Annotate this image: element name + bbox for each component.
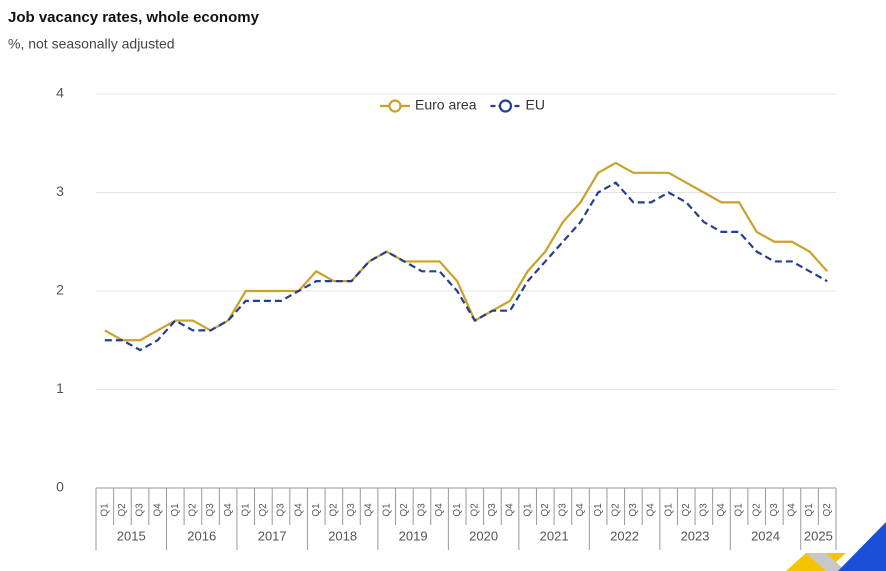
chart-subtitle: %, not seasonally adjusted [8, 36, 175, 52]
x-tick-label: Q3 [558, 503, 569, 517]
x-tick-label: Q2 [540, 503, 551, 517]
x-tick-label: Q3 [205, 503, 216, 517]
x-group-label: 2024 [751, 528, 780, 543]
x-tick-label: Q2 [751, 503, 762, 517]
x-tick-label: Q4 [293, 503, 304, 517]
legend-marker [498, 99, 513, 113]
x-tick-label: Q1 [240, 503, 251, 517]
x-tick-label: Q2 [188, 503, 199, 517]
x-tick-label: Q1 [522, 503, 533, 517]
x-group-label: 2022 [610, 528, 639, 543]
x-group-label: 2025 [804, 528, 833, 543]
x-group-label: 2019 [399, 528, 428, 543]
x-tick-label: Q3 [698, 503, 709, 517]
x-tick-label: Q1 [170, 503, 181, 517]
x-tick-label: Q2 [399, 503, 410, 517]
x-tick-label: Q4 [364, 503, 375, 517]
legend: Euro area EU [380, 97, 545, 113]
x-tick-label: Q4 [223, 503, 234, 517]
logo [786, 522, 886, 571]
x-tick-label: Q2 [469, 503, 480, 517]
x-tick-label: Q4 [646, 503, 657, 517]
x-tick-label: Q2 [681, 503, 692, 517]
x-tick-label: Q1 [593, 503, 604, 517]
x-group-label: 2020 [469, 528, 498, 543]
x-tick-label: Q2 [117, 503, 128, 517]
x-group-label: 2016 [187, 528, 216, 543]
x-tick-label: Q1 [99, 503, 110, 517]
x-tick-label: Q1 [804, 503, 815, 517]
x-tick-label: Q4 [505, 503, 516, 517]
x-tick-label: Q3 [276, 503, 287, 517]
y-tick-label: 0 [56, 479, 64, 495]
legend-label: Euro area [415, 97, 477, 113]
chart-title: Job vacancy rates, whole economy [8, 9, 260, 26]
x-tick-label: Q3 [417, 503, 428, 517]
x-tick-label: Q3 [135, 503, 146, 517]
x-group-label: 2021 [540, 528, 569, 543]
x-tick-label: Q3 [769, 503, 780, 517]
y-tick-label: 1 [56, 380, 64, 396]
x-tick-label: Q1 [452, 503, 463, 517]
y-tick-label: 3 [56, 183, 64, 199]
x-group-label: 2023 [681, 528, 710, 543]
series-line [104, 161, 829, 342]
y-tick-label: 4 [56, 85, 64, 101]
x-tick-label: Q1 [734, 503, 745, 517]
x-tick-label: Q4 [575, 503, 586, 517]
x-tick-label: Q2 [328, 503, 339, 517]
x-group-label: 2015 [117, 528, 146, 543]
legend-label: EU [525, 97, 544, 113]
x-tick-label: Q3 [346, 503, 357, 517]
x-tick-label: Q4 [152, 503, 163, 517]
x-tick-label: Q4 [434, 503, 445, 517]
legend-marker [388, 99, 402, 113]
x-tick-label: Q2 [258, 503, 269, 517]
y-tick-label: 2 [56, 282, 64, 298]
x-tick-label: Q4 [716, 503, 727, 517]
x-tick-label: Q2 [822, 503, 833, 517]
x-tick-label: Q1 [381, 503, 392, 517]
x-group-label: 2018 [328, 528, 357, 543]
x-tick-label: Q1 [663, 503, 674, 517]
x-tick-label: Q2 [610, 503, 621, 517]
x-group-label: 2017 [258, 528, 287, 543]
x-tick-label: Q4 [787, 503, 798, 517]
x-tick-label: Q3 [487, 503, 498, 517]
x-tick-label: Q3 [628, 503, 639, 517]
series-line [104, 181, 828, 352]
x-tick-label: Q1 [311, 503, 322, 517]
